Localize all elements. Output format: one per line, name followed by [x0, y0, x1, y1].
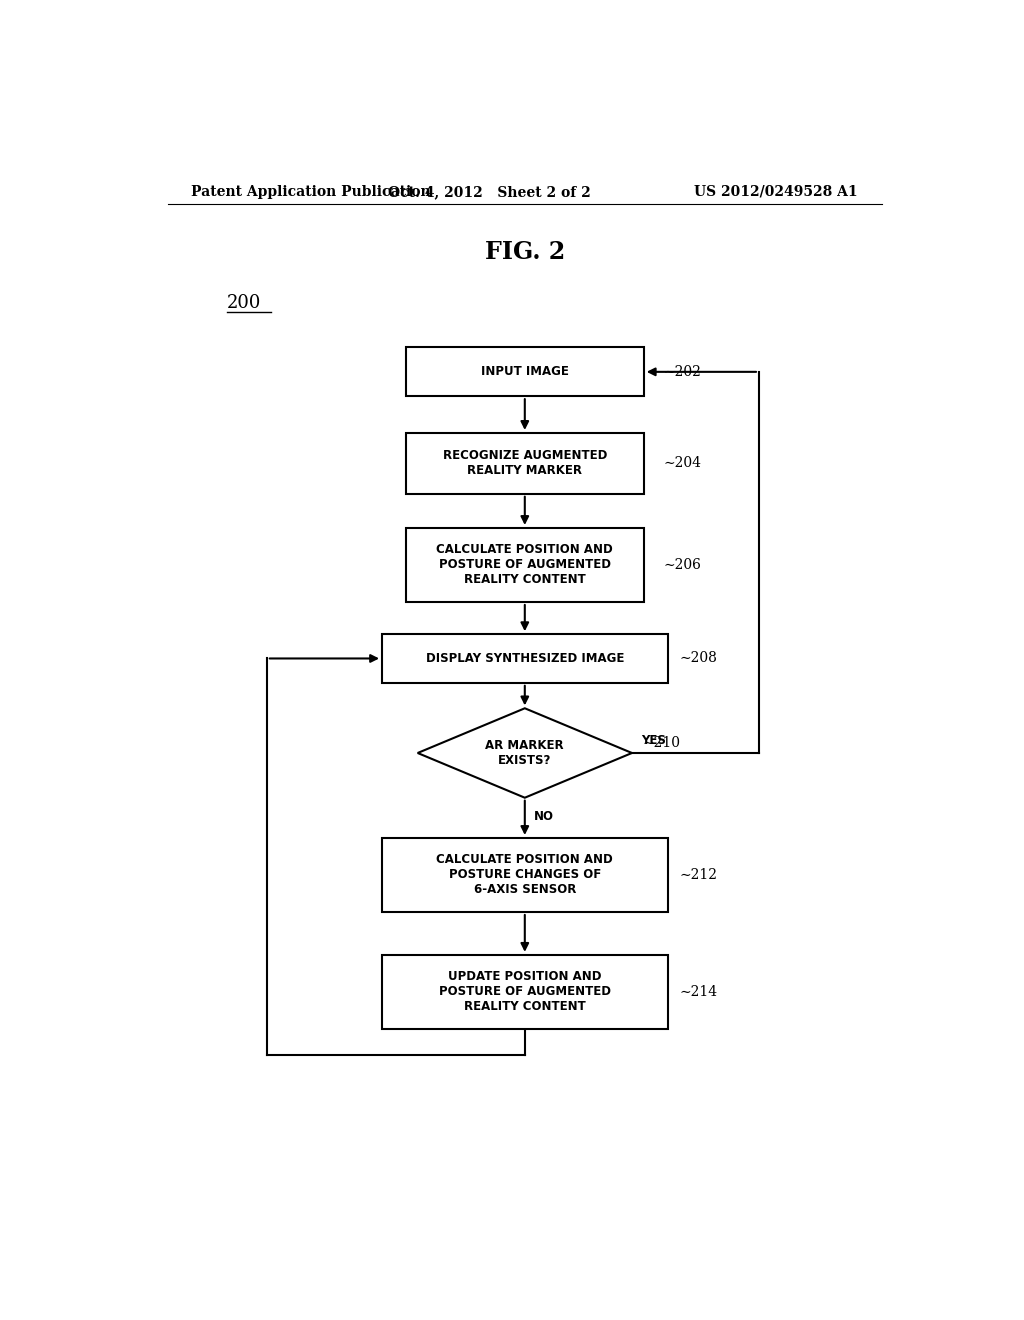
Text: Patent Application Publication: Patent Application Publication	[191, 185, 431, 199]
Text: INPUT IMAGE: INPUT IMAGE	[481, 366, 568, 379]
Text: NO: NO	[535, 809, 554, 822]
Text: YES: YES	[641, 734, 667, 747]
Text: CALCULATE POSITION AND
POSTURE OF AUGMENTED
REALITY CONTENT: CALCULATE POSITION AND POSTURE OF AUGMEN…	[436, 544, 613, 586]
Text: 200: 200	[227, 294, 261, 312]
Text: Oct. 4, 2012   Sheet 2 of 2: Oct. 4, 2012 Sheet 2 of 2	[388, 185, 591, 199]
Text: DISPLAY SYNTHESIZED IMAGE: DISPLAY SYNTHESIZED IMAGE	[426, 652, 624, 665]
FancyBboxPatch shape	[406, 433, 644, 494]
Text: ∼206: ∼206	[664, 558, 701, 572]
Text: FIG. 2: FIG. 2	[484, 240, 565, 264]
Text: US 2012/0249528 A1: US 2012/0249528 A1	[694, 185, 858, 199]
FancyBboxPatch shape	[382, 838, 668, 912]
Text: ∼204: ∼204	[664, 457, 701, 470]
Text: AR MARKER
EXISTS?: AR MARKER EXISTS?	[485, 739, 564, 767]
FancyBboxPatch shape	[406, 347, 644, 396]
Text: CALCULATE POSITION AND
POSTURE CHANGES OF
6-AXIS SENSOR: CALCULATE POSITION AND POSTURE CHANGES O…	[436, 854, 613, 896]
Text: RECOGNIZE AUGMENTED
REALITY MARKER: RECOGNIZE AUGMENTED REALITY MARKER	[442, 449, 607, 478]
Text: ∼202: ∼202	[664, 364, 701, 379]
Text: ∼214: ∼214	[680, 985, 718, 999]
Text: UPDATE POSITION AND
POSTURE OF AUGMENTED
REALITY CONTENT: UPDATE POSITION AND POSTURE OF AUGMENTED…	[439, 970, 610, 1014]
FancyBboxPatch shape	[382, 634, 668, 682]
Polygon shape	[418, 709, 632, 797]
FancyBboxPatch shape	[382, 954, 668, 1030]
Text: ∼212: ∼212	[680, 869, 718, 882]
Text: ∼210: ∼210	[642, 735, 680, 750]
FancyBboxPatch shape	[406, 528, 644, 602]
Text: ∼208: ∼208	[680, 652, 718, 665]
